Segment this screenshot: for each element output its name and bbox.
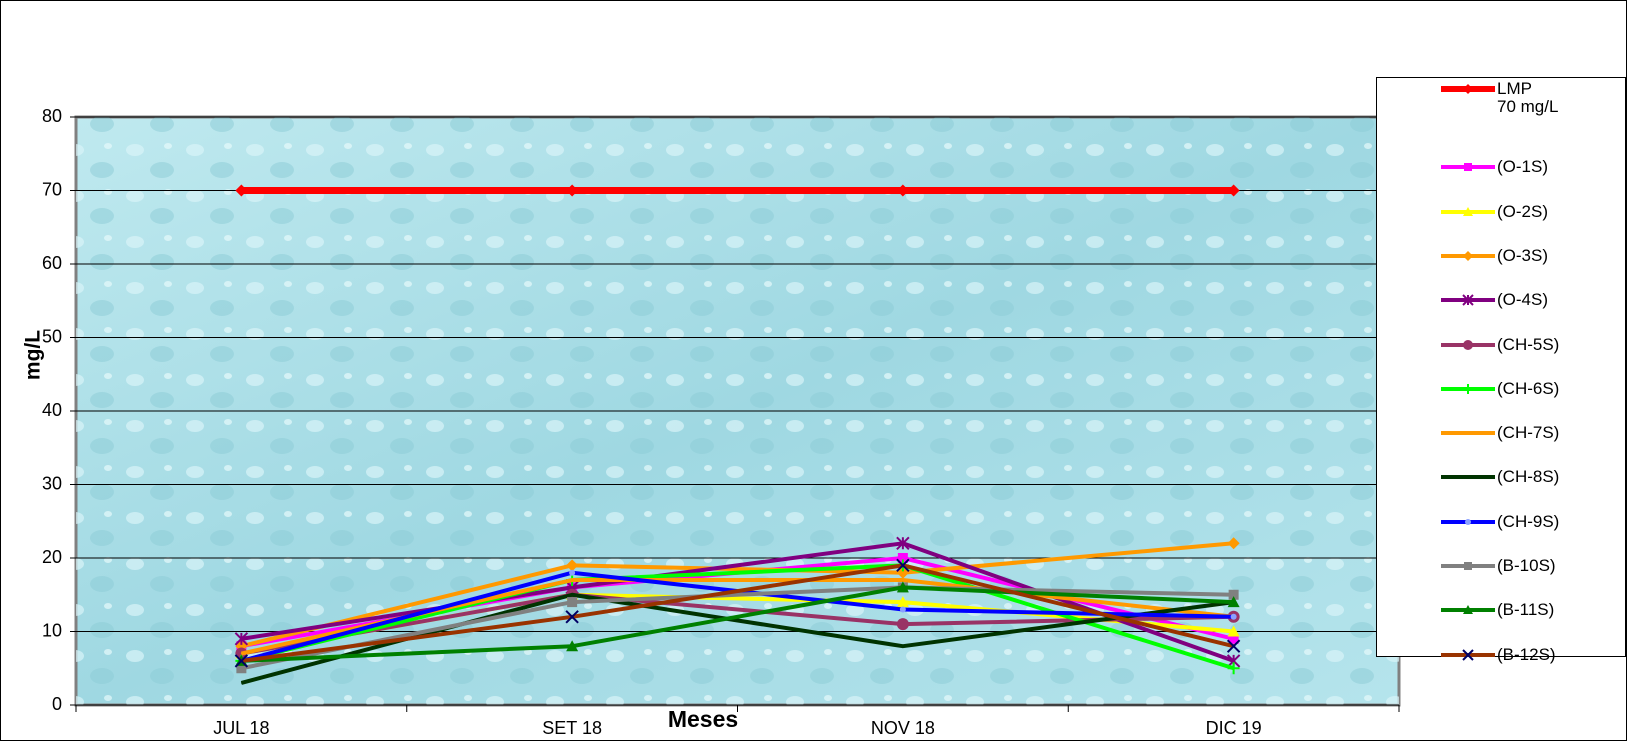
legend-swatch [1439, 424, 1497, 442]
marker [569, 570, 575, 576]
legend-item: (CH-6S) [1439, 380, 1559, 398]
legend-swatch [1439, 601, 1497, 619]
legend-item: (B-11S) [1439, 601, 1554, 619]
y-tick-label: 20 [42, 547, 62, 567]
legend-item: (CH-5S) [1439, 336, 1559, 354]
marker [241, 682, 242, 683]
legend-item: (CH-8S) [1439, 468, 1559, 486]
legend-label: (CH-6S) [1497, 380, 1559, 398]
legend: LMP 70 mg/L (O-1S) (O-2S) (O-3S) (O-4S) (CH-5… [1376, 77, 1626, 657]
y-tick-label: 50 [42, 326, 62, 346]
marker [1465, 519, 1471, 525]
legend-label: (CH-8S) [1497, 468, 1559, 486]
marker [567, 597, 577, 607]
legend-item: (O-4S) [1439, 291, 1548, 309]
legend-item: (B-10S) [1439, 557, 1556, 575]
marker [1464, 163, 1472, 171]
legend-label: (CH-5S) [1497, 336, 1559, 354]
marker [1463, 384, 1473, 394]
legend-item: (O-3S) [1439, 247, 1548, 265]
legend-item: LMP 70 mg/L [1439, 80, 1558, 116]
marker [572, 580, 573, 581]
x-tick-label: SET 18 [542, 718, 602, 738]
y-tick-label: 70 [42, 179, 62, 199]
marker [241, 653, 242, 654]
x-axis-title: Meses [668, 706, 738, 732]
legend-swatch [1439, 336, 1497, 354]
legend-label: (CH-9S) [1497, 513, 1559, 531]
legend-label: (O-1S) [1497, 158, 1548, 176]
marker [1231, 614, 1237, 620]
y-tick-label: 10 [42, 620, 62, 640]
legend-swatch [1439, 203, 1497, 221]
y-tick-label: 40 [42, 400, 62, 420]
legend-item: (O-1S) [1439, 158, 1548, 176]
marker [900, 606, 906, 612]
marker [1463, 84, 1473, 94]
y-tick-label: 80 [42, 106, 62, 126]
legend-swatch [1439, 646, 1497, 664]
legend-swatch [1439, 80, 1497, 98]
y-tick-label: 30 [42, 473, 62, 493]
marker [897, 618, 909, 630]
marker [1463, 340, 1473, 350]
marker [1463, 251, 1473, 261]
y-tick-label: 60 [42, 253, 62, 273]
legend-swatch [1439, 468, 1497, 486]
legend-label: (B-12S) [1497, 646, 1556, 664]
x-tick-label: DIC 19 [1206, 718, 1262, 738]
legend-swatch [1439, 380, 1497, 398]
marker [902, 580, 903, 581]
legend-label: (B-10S) [1497, 557, 1556, 575]
legend-item: (CH-9S) [1439, 513, 1559, 531]
legend-label: (O-3S) [1497, 247, 1548, 265]
page: mg/L Meses 01020304050607080JUL 18SET 18… [0, 0, 1627, 741]
y-tick-label: 0 [52, 694, 62, 714]
legend-label: (CH-7S) [1497, 424, 1559, 442]
legend-label: (O-2S) [1497, 203, 1548, 221]
legend-item: (CH-7S) [1439, 424, 1559, 442]
x-tick-label: JUL 18 [213, 718, 269, 738]
legend-label: (B-11S) [1497, 601, 1554, 619]
legend-swatch [1439, 291, 1497, 309]
marker [1464, 562, 1472, 570]
marker [902, 646, 903, 647]
legend-swatch [1439, 513, 1497, 531]
legend-swatch [1439, 557, 1497, 575]
marker [572, 594, 573, 595]
legend-item: (O-2S) [1439, 203, 1548, 221]
legend-label: LMP 70 mg/L [1497, 80, 1558, 116]
legend-label: (O-4S) [1497, 291, 1548, 309]
legend-swatch [1439, 247, 1497, 265]
legend-swatch [1439, 158, 1497, 176]
x-tick-label: NOV 18 [871, 718, 935, 738]
legend-item: (B-12S) [1439, 646, 1556, 664]
